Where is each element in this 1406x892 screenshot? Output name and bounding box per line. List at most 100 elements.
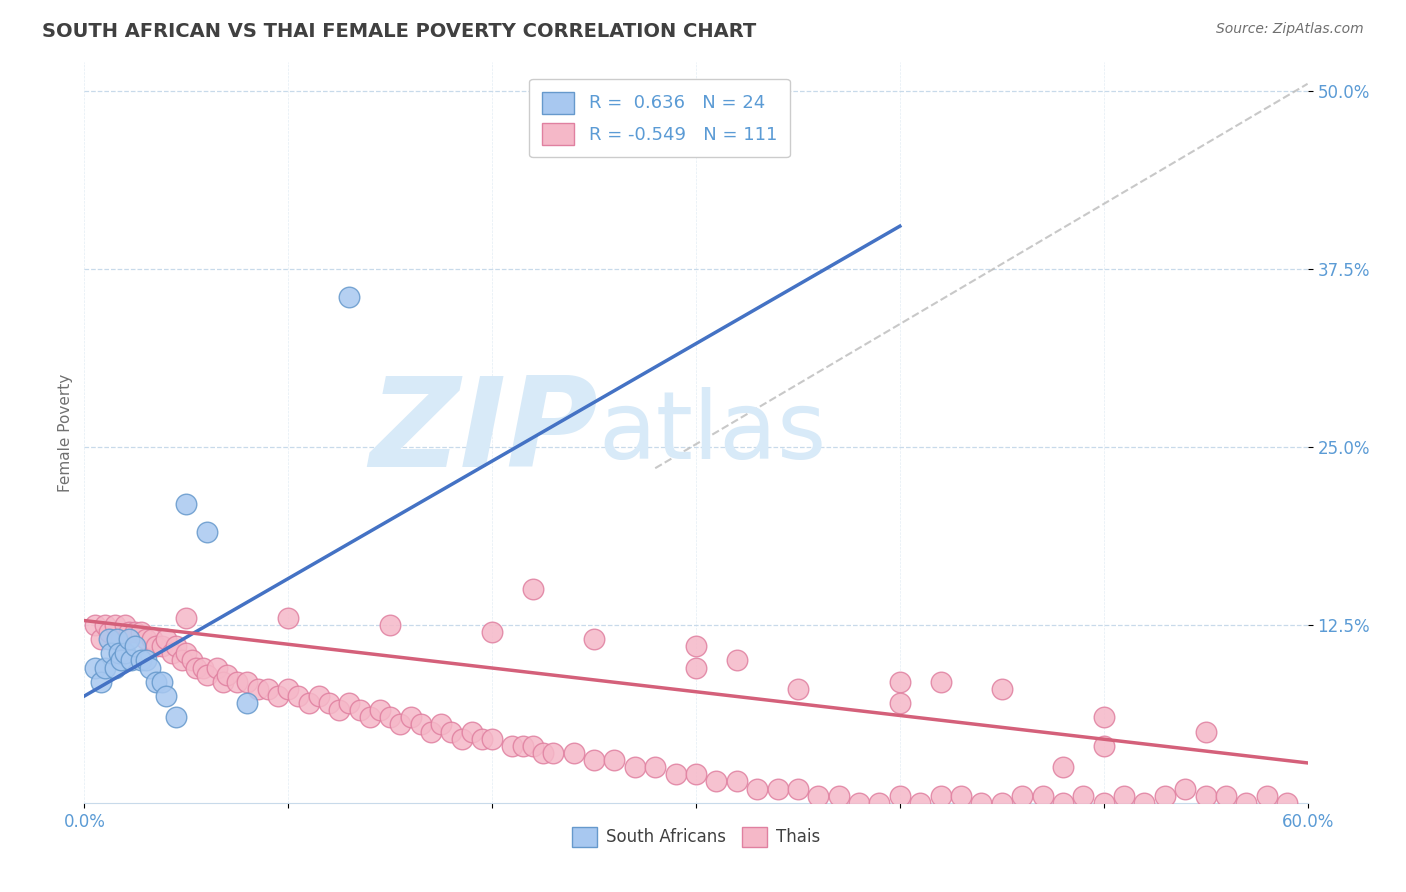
Point <box>970 796 993 810</box>
Text: Source: ZipAtlas.com: Source: ZipAtlas.com <box>1216 22 1364 37</box>
Point <box>910 796 932 810</box>
Point <box>991 681 1014 696</box>
Point <box>685 767 707 781</box>
Point <box>420 724 443 739</box>
Point <box>105 632 128 646</box>
Point <box>359 710 381 724</box>
Point <box>929 789 952 803</box>
Point <box>380 710 402 724</box>
Point <box>186 660 208 674</box>
Point <box>212 674 235 689</box>
Point <box>1174 781 1197 796</box>
Point <box>562 746 585 760</box>
Point <box>124 624 146 639</box>
Point <box>138 660 160 674</box>
Point <box>409 717 432 731</box>
Point <box>155 632 177 646</box>
Point <box>135 632 157 646</box>
Point <box>1011 789 1033 803</box>
Point <box>828 789 851 803</box>
Point <box>766 781 789 796</box>
Point <box>108 646 131 660</box>
Point <box>339 696 361 710</box>
Point <box>236 696 259 710</box>
Point <box>725 774 748 789</box>
Point <box>205 660 228 674</box>
Point <box>141 632 163 646</box>
Point <box>1092 796 1115 810</box>
Point <box>135 653 157 667</box>
Point <box>131 624 153 639</box>
Point <box>131 653 153 667</box>
Point <box>1256 789 1278 803</box>
Point <box>100 646 122 660</box>
Point <box>807 789 830 803</box>
Point <box>583 632 606 646</box>
Point <box>481 731 503 746</box>
Point <box>165 710 187 724</box>
Point <box>1032 789 1054 803</box>
Point <box>1236 796 1258 810</box>
Point <box>174 497 197 511</box>
Point <box>195 525 218 540</box>
Point <box>440 724 463 739</box>
Point <box>165 639 187 653</box>
Point <box>1277 796 1299 810</box>
Point <box>110 632 132 646</box>
Point <box>318 696 340 710</box>
Point <box>150 639 173 653</box>
Point <box>298 696 321 710</box>
Point <box>665 767 688 781</box>
Point <box>471 731 494 746</box>
Point <box>389 717 412 731</box>
Point <box>257 681 280 696</box>
Point <box>1133 796 1156 810</box>
Point <box>191 660 214 674</box>
Point <box>1195 789 1218 803</box>
Point <box>114 617 136 632</box>
Point <box>461 724 484 739</box>
Point <box>277 610 299 624</box>
Point <box>869 796 891 810</box>
Point <box>114 646 136 660</box>
Point <box>889 674 911 689</box>
Point <box>195 667 218 681</box>
Point <box>624 760 647 774</box>
Point <box>97 632 120 646</box>
Point <box>181 653 204 667</box>
Point <box>93 660 115 674</box>
Point <box>1215 789 1237 803</box>
Point <box>90 674 112 689</box>
Point <box>512 739 534 753</box>
Point <box>90 632 112 646</box>
Point <box>991 796 1014 810</box>
Point <box>83 617 105 632</box>
Point <box>277 681 299 696</box>
Point <box>328 703 350 717</box>
Point <box>747 781 769 796</box>
Point <box>174 646 197 660</box>
Point <box>1114 789 1136 803</box>
Point <box>174 610 197 624</box>
Point <box>308 689 330 703</box>
Text: atlas: atlas <box>598 386 827 479</box>
Point <box>97 624 120 639</box>
Legend: South Africans, Thais: South Africans, Thais <box>565 820 827 854</box>
Point <box>104 660 127 674</box>
Point <box>145 674 167 689</box>
Point <box>124 639 146 653</box>
Point <box>246 681 269 696</box>
Point <box>1073 789 1095 803</box>
Point <box>950 789 973 803</box>
Y-axis label: Female Poverty: Female Poverty <box>58 374 73 491</box>
Point <box>380 617 402 632</box>
Point <box>287 689 309 703</box>
Point <box>1052 796 1074 810</box>
Point <box>118 624 141 639</box>
Point <box>83 660 105 674</box>
Point <box>349 703 371 717</box>
Point <box>603 753 626 767</box>
Point <box>787 681 810 696</box>
Point <box>120 653 142 667</box>
Point <box>150 674 173 689</box>
